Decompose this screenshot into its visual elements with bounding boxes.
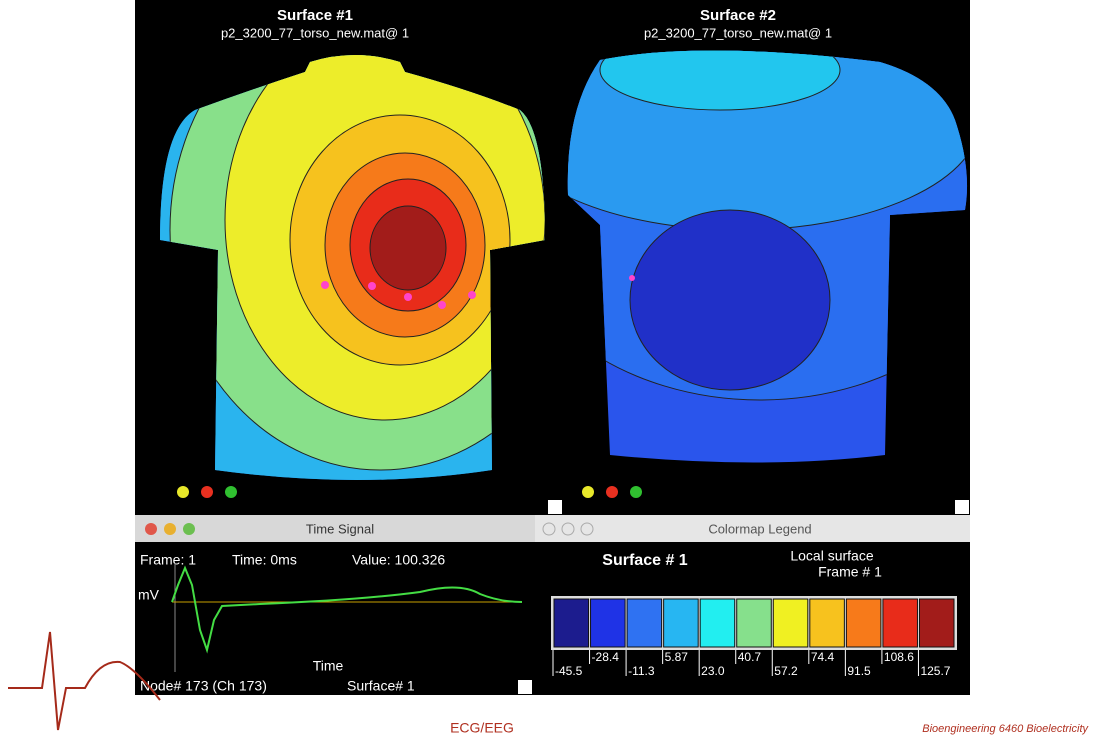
value-label: Value: 100.326 <box>352 552 445 568</box>
zoom-button[interactable] <box>183 523 195 535</box>
footer-right: Bioengineering 6460 Bioelectricity <box>922 723 1089 735</box>
color-swatch <box>883 599 918 647</box>
resize-handle[interactable] <box>518 680 532 694</box>
close-button[interactable] <box>145 523 157 535</box>
colormap-label: 23.0 <box>701 664 725 678</box>
window-title: Colormap Legend <box>708 521 811 536</box>
color-swatch <box>627 599 662 647</box>
color-swatch <box>846 599 881 647</box>
color-swatch <box>919 599 954 647</box>
resize-handle[interactable] <box>955 500 969 514</box>
colormap-label: -28.4 <box>592 650 620 664</box>
node-label: Node# 173 (Ch 173) <box>140 678 267 694</box>
resize-handle[interactable] <box>548 500 562 514</box>
surface-title: Surface #2 <box>700 7 776 24</box>
y-axis-label: mV <box>138 587 160 603</box>
surface-label: Surface# 1 <box>347 678 415 694</box>
colormap-label: -45.5 <box>555 664 583 678</box>
frame-label: Frame: 1 <box>140 552 196 568</box>
colormap-label: -11.3 <box>628 664 655 678</box>
colormap-label: 5.87 <box>665 650 689 664</box>
footer-center: ECG/EEG <box>450 720 514 736</box>
colormap-label: 108.6 <box>884 650 914 664</box>
surface-subtitle: p2_3200_77_torso_new.mat@ 1 <box>644 25 832 40</box>
legend-surface: Surface # 1 <box>602 552 687 569</box>
colormap-label: 57.2 <box>774 664 798 678</box>
color-swatch <box>591 599 626 647</box>
color-swatch <box>664 599 699 647</box>
slide: Surface #1 p2_3200_77_torso_new.mat@ 1 S… <box>0 0 1095 756</box>
colormap-label: 40.7 <box>738 650 762 664</box>
surface-title: Surface #1 <box>277 7 353 24</box>
colormap-label: 125.7 <box>920 664 950 678</box>
colormap-label: 74.4 <box>811 650 835 664</box>
legend-frame: Frame # 1 <box>818 564 882 580</box>
window-title: Time Signal <box>306 521 374 536</box>
color-swatch <box>700 599 735 647</box>
time-label: Time: 0ms <box>232 552 297 568</box>
x-axis-label: Time <box>313 658 344 674</box>
color-swatch <box>554 599 589 647</box>
color-swatch <box>737 599 772 647</box>
legend-mode: Local surface <box>790 548 873 564</box>
color-swatch <box>773 599 808 647</box>
color-swatch <box>810 599 845 647</box>
surface-subtitle: p2_3200_77_torso_new.mat@ 1 <box>221 25 409 40</box>
colormap-label: 91.5 <box>847 664 871 678</box>
minimize-button[interactable] <box>164 523 176 535</box>
